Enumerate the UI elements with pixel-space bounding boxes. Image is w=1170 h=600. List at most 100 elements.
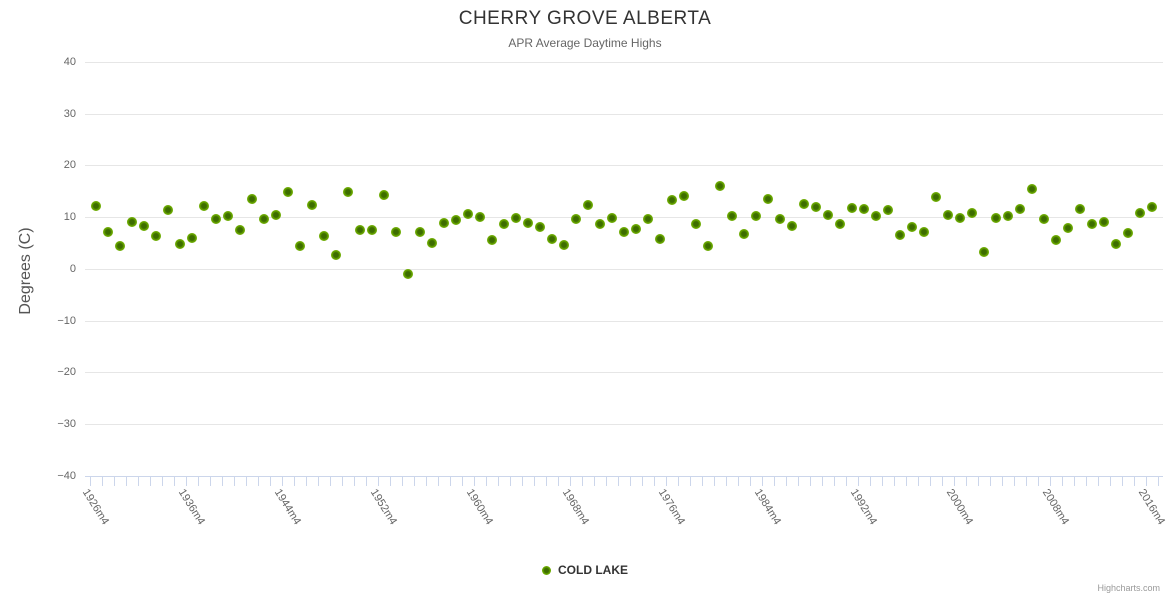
x-axis-tick — [774, 475, 775, 486]
legend-marker-icon — [542, 565, 551, 575]
data-point[interactable] — [355, 225, 365, 236]
data-point[interactable] — [943, 209, 953, 220]
data-point[interactable] — [1135, 207, 1145, 218]
data-point[interactable] — [319, 231, 329, 242]
x-axis-tick — [1122, 475, 1123, 486]
gridline — [85, 372, 1163, 374]
data-point[interactable] — [607, 212, 617, 223]
data-point[interactable] — [787, 221, 797, 231]
data-point[interactable] — [1087, 219, 1097, 230]
data-point[interactable] — [127, 216, 137, 227]
data-point[interactable] — [475, 212, 485, 223]
data-point[interactable] — [271, 209, 281, 220]
data-point[interactable] — [259, 214, 269, 225]
data-point[interactable] — [775, 214, 785, 225]
data-point[interactable] — [175, 238, 185, 249]
data-point[interactable] — [115, 240, 125, 251]
data-point[interactable] — [283, 187, 293, 198]
data-point[interactable] — [631, 223, 641, 234]
data-point[interactable] — [463, 209, 473, 220]
data-point[interactable] — [643, 214, 653, 225]
data-point[interactable] — [163, 204, 173, 215]
data-point[interactable] — [1099, 216, 1109, 227]
data-point[interactable] — [547, 233, 557, 244]
data-point[interactable] — [403, 268, 413, 279]
data-point[interactable] — [391, 227, 401, 238]
data-point[interactable] — [691, 219, 701, 230]
data-point[interactable] — [1075, 204, 1085, 215]
data-point[interactable] — [487, 234, 497, 245]
data-point[interactable] — [1147, 202, 1157, 213]
data-point[interactable] — [919, 227, 929, 238]
data-point[interactable] — [655, 233, 665, 244]
x-axis-tick — [786, 475, 787, 486]
data-point[interactable] — [595, 219, 605, 230]
data-point[interactable] — [331, 250, 341, 261]
data-point[interactable] — [799, 199, 809, 210]
data-point[interactable] — [955, 213, 965, 224]
data-point[interactable] — [859, 203, 869, 214]
data-point[interactable] — [1123, 228, 1133, 239]
data-point[interactable] — [139, 221, 149, 231]
gridline — [85, 424, 1163, 425]
data-point[interactable] — [211, 214, 221, 225]
data-point[interactable] — [235, 224, 245, 235]
data-point[interactable] — [199, 201, 209, 212]
data-point[interactable] — [295, 240, 305, 251]
data-point[interactable] — [1003, 210, 1013, 221]
data-point[interactable] — [847, 202, 857, 213]
data-point[interactable] — [187, 233, 197, 244]
x-axis-tick — [702, 475, 703, 486]
data-point[interactable] — [223, 210, 233, 221]
data-point[interactable] — [511, 212, 521, 223]
data-point[interactable] — [1039, 214, 1049, 225]
data-point[interactable] — [343, 187, 353, 198]
data-point[interactable] — [1111, 239, 1121, 250]
data-point[interactable] — [151, 231, 161, 242]
data-point[interactable] — [367, 225, 377, 236]
data-point[interactable] — [895, 230, 905, 241]
data-point[interactable] — [559, 240, 569, 251]
data-point[interactable] — [883, 204, 893, 215]
data-point[interactable] — [679, 191, 689, 201]
data-point[interactable] — [535, 222, 545, 232]
data-point[interactable] — [703, 241, 713, 252]
legend-item-cold-lake[interactable]: COLD LAKE — [0, 563, 1170, 577]
data-point[interactable] — [451, 214, 461, 225]
data-point[interactable] — [439, 218, 449, 229]
data-point[interactable] — [871, 211, 881, 222]
data-point[interactable] — [499, 219, 509, 230]
data-point[interactable] — [247, 193, 257, 204]
data-point[interactable] — [91, 201, 101, 212]
data-point[interactable] — [523, 218, 533, 229]
data-point[interactable] — [823, 210, 833, 221]
data-point[interactable] — [667, 195, 677, 206]
data-point[interactable] — [835, 218, 845, 229]
data-point[interactable] — [583, 200, 593, 211]
data-point[interactable] — [715, 181, 725, 192]
data-point[interactable] — [415, 227, 425, 238]
data-point[interactable] — [727, 210, 737, 221]
data-point[interactable] — [427, 238, 437, 248]
data-point[interactable] — [379, 189, 389, 200]
data-point[interactable] — [571, 214, 581, 225]
data-point[interactable] — [967, 207, 977, 218]
data-point[interactable] — [1051, 235, 1061, 246]
data-point[interactable] — [763, 193, 773, 204]
x-axis-tick — [846, 475, 847, 486]
data-point[interactable] — [103, 226, 113, 237]
data-point[interactable] — [739, 229, 749, 240]
data-point[interactable] — [1027, 184, 1037, 195]
data-point[interactable] — [1015, 204, 1025, 215]
data-point[interactable] — [307, 200, 317, 211]
data-point[interactable] — [751, 211, 761, 222]
data-point[interactable] — [811, 201, 821, 212]
data-point[interactable] — [979, 246, 989, 257]
data-point[interactable] — [1063, 222, 1073, 233]
x-axis-tick — [186, 475, 187, 486]
highcharts-credit-link[interactable]: Highcharts.com — [1097, 583, 1160, 593]
data-point[interactable] — [931, 192, 941, 202]
data-point[interactable] — [907, 222, 917, 232]
data-point[interactable] — [991, 213, 1001, 224]
data-point[interactable] — [619, 227, 629, 238]
